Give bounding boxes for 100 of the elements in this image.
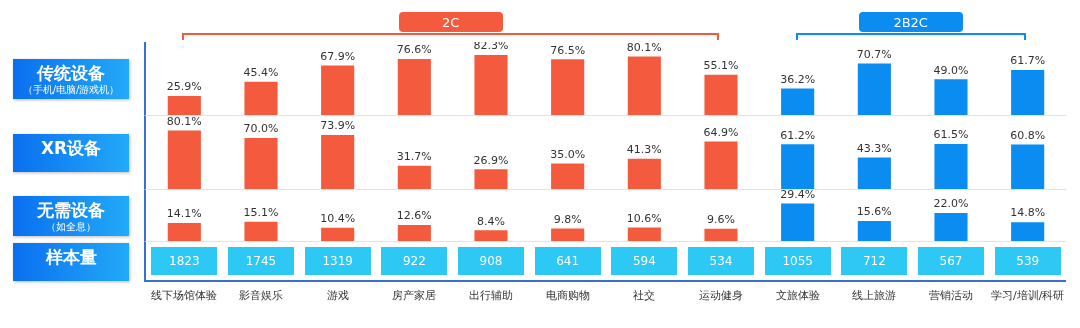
data-label: 1745 [245,254,277,268]
data-label: 80.1% [626,40,662,54]
bar [397,59,431,115]
bar [934,212,968,241]
bar [704,74,738,115]
data-label: 36.2% [780,72,816,86]
category-label: 影音娱乐 [238,288,284,303]
data-label: 26.9% [473,153,509,167]
data-label: 15.1% [243,206,279,220]
bar [321,135,355,189]
count-box: 1055 [764,247,831,275]
bar [627,56,661,115]
data-label: 31.7% [396,150,432,164]
data-label: 922 [402,254,426,268]
count-box: 539 [994,247,1061,275]
category-label: 社交 [632,288,657,303]
bar [781,88,815,115]
data-label: 29.4% [780,187,816,201]
bar [551,163,585,189]
bar [244,137,278,189]
category-label: 线上旅游 [851,288,898,303]
category-label: 学习/培训/科研 [990,288,1066,303]
category-label: 线下场馆体验 [150,288,219,303]
data-label: 539 [1016,254,1040,268]
data-label: 76.5% [550,43,586,57]
bar [781,144,815,189]
data-label: 25.9% [166,80,202,94]
data-label: 534 [709,254,733,268]
category-label: 电商购物 [544,288,591,303]
data-label: 8.4% [477,214,505,228]
data-label: 61.2% [780,128,816,142]
bar [474,230,508,241]
data-label: 22.0% [933,197,969,211]
bar [397,165,431,189]
category-label: 游戏 [325,288,350,303]
chart-title: 无需设备 [36,199,106,221]
data-label: 712 [862,254,886,268]
data-label: 55.1% [703,59,739,73]
bar [244,81,278,115]
data-label: 10.4% [320,212,356,226]
category-label: 文旅体验 [774,288,821,303]
count-box: 908 [458,247,524,275]
bar [857,63,891,115]
data-label: 908 [479,254,503,268]
bar [244,221,278,241]
bar [321,65,355,115]
count-box: 567 [918,247,985,275]
data-label: 567 [939,254,963,268]
data-label: 49.0% [933,63,969,77]
data-label: 594 [632,254,656,268]
data-label: 45.4% [243,66,279,80]
category-label: 营销活动 [928,288,975,303]
count-box: 922 [381,247,448,275]
bar [857,221,891,241]
data-label: 70.0% [243,122,279,136]
bar [167,130,201,189]
data-label: 14.8% [1010,206,1046,220]
bar [627,158,661,189]
data-label: 9.8% [553,212,582,226]
data-label: 76.6% [396,43,432,57]
bar [551,228,585,241]
bar [167,96,201,115]
data-label: 60.8% [1010,128,1046,142]
bar [704,141,738,189]
bar [321,227,355,241]
data-label: 9.6% [707,213,735,227]
data-label: 12.6% [396,209,432,223]
data-label: 70.7% [856,47,892,61]
text: 传统设备 [36,62,106,84]
category-label: 出行辅助 [468,288,514,303]
text: （如全息） [45,221,97,233]
bar [934,79,968,115]
text: （手机/电脑/游戏机） [21,84,121,96]
text: 样本量 [44,246,98,268]
data-label: 10.6% [626,211,662,225]
bracket: 2C [182,12,719,40]
data-label: 641 [556,254,580,268]
bar [1011,69,1045,115]
data-label: 1055 [782,254,813,268]
bracket: 2B2C [795,12,1026,40]
data-label: 64.9% [703,125,739,139]
bar [857,157,891,189]
count-box: 1745 [228,247,294,275]
bar [474,54,508,115]
data-label: 1319 [322,254,353,268]
data-label: 61.7% [1010,54,1046,68]
bar [627,227,661,241]
data-label: 67.9% [320,49,356,63]
data-label: 80.1% [166,114,202,128]
bar [1011,222,1045,241]
data-label: 14.1% [166,207,202,221]
data-label: 1823 [169,254,200,268]
text: XR设备 [39,137,103,159]
data-label: 82.3% [473,39,509,53]
data-label: 43.3% [856,141,892,155]
count-box: 1319 [304,247,371,275]
bar [551,59,585,115]
data-label: 61.5% [933,128,969,142]
bar [781,203,815,241]
data-label: 35.0% [550,147,586,161]
